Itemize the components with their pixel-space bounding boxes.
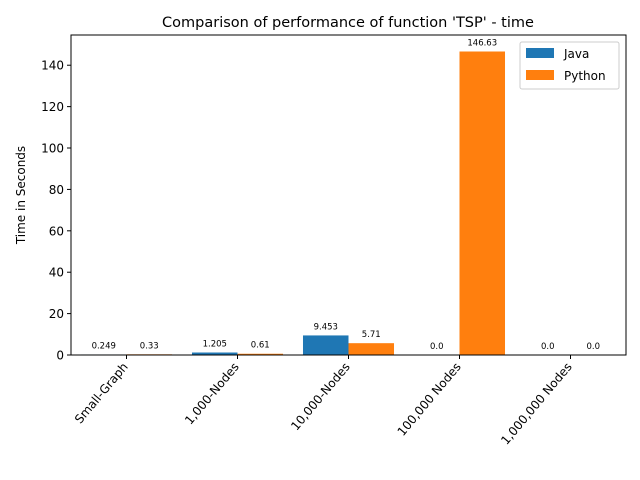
bar-label-python-0: 0.33 (140, 341, 159, 351)
legend-swatch-python (526, 70, 554, 80)
bar-label-java-1: 1.205 (203, 340, 227, 350)
bar-python-1 (237, 353, 284, 355)
y-tick-label-1: 20 (49, 307, 64, 321)
bar-labels-group: 0.249 1.205 9.453 0.0 0.0 0.33 0.61 5.71 146.63 0… (92, 39, 600, 353)
bar-python-3 (459, 51, 506, 355)
legend-label-java: Java (563, 47, 589, 61)
y-tick-label-3: 60 (49, 224, 64, 238)
bar-label-java-3: 0.0 (430, 342, 444, 352)
bar-label-python-2: 5.71 (362, 330, 381, 340)
y-tick-label-4: 80 (49, 183, 64, 197)
y-tick-label-2: 40 (49, 266, 64, 280)
bar-label-java-4: 0.0 (541, 342, 555, 352)
y-tick-label-5: 100 (41, 142, 64, 156)
y-axis-label: Time in Seconds (14, 146, 28, 245)
x-tick-label-3: 100,000 Nodes (395, 360, 464, 439)
x-tick-label-4: 1,000,000 Nodes (498, 360, 575, 447)
bar-python-2 (348, 343, 395, 355)
x-tick-label-0: Small-Graph (72, 360, 131, 426)
bar-java-2 (302, 335, 349, 355)
bar-label-java-0: 0.249 (92, 341, 116, 351)
legend-label-python: Python (564, 69, 606, 83)
legend: Java Python (519, 41, 620, 90)
y-tick-label-7: 140 (41, 59, 64, 73)
bar-label-python-1: 0.61 (251, 341, 270, 351)
x-tick-label-1: 1,000-Nodes (182, 360, 242, 427)
bar-java-1 (191, 352, 238, 355)
y-tick-label-6: 120 (41, 100, 64, 114)
bar-label-python-4: 0.0 (586, 342, 600, 352)
chart-title: Comparison of performance of function 'T… (162, 15, 534, 31)
x-tick-label-2: 10,000-Nodes (288, 360, 353, 433)
bars-group (80, 51, 506, 355)
x-axis-ticks: Small-Graph 1,000-Nodes 10,000-Nodes 100,00… (72, 355, 575, 447)
bar-label-python-3: 146.63 (467, 39, 497, 49)
bar-label-java-2: 9.453 (314, 322, 338, 332)
y-axis-ticks: 0 20 40 60 80 100 120 140 (41, 59, 71, 363)
y-tick-label-0: 0 (56, 349, 64, 363)
legend-swatch-java (526, 48, 554, 58)
plot-frame (70, 34, 627, 356)
